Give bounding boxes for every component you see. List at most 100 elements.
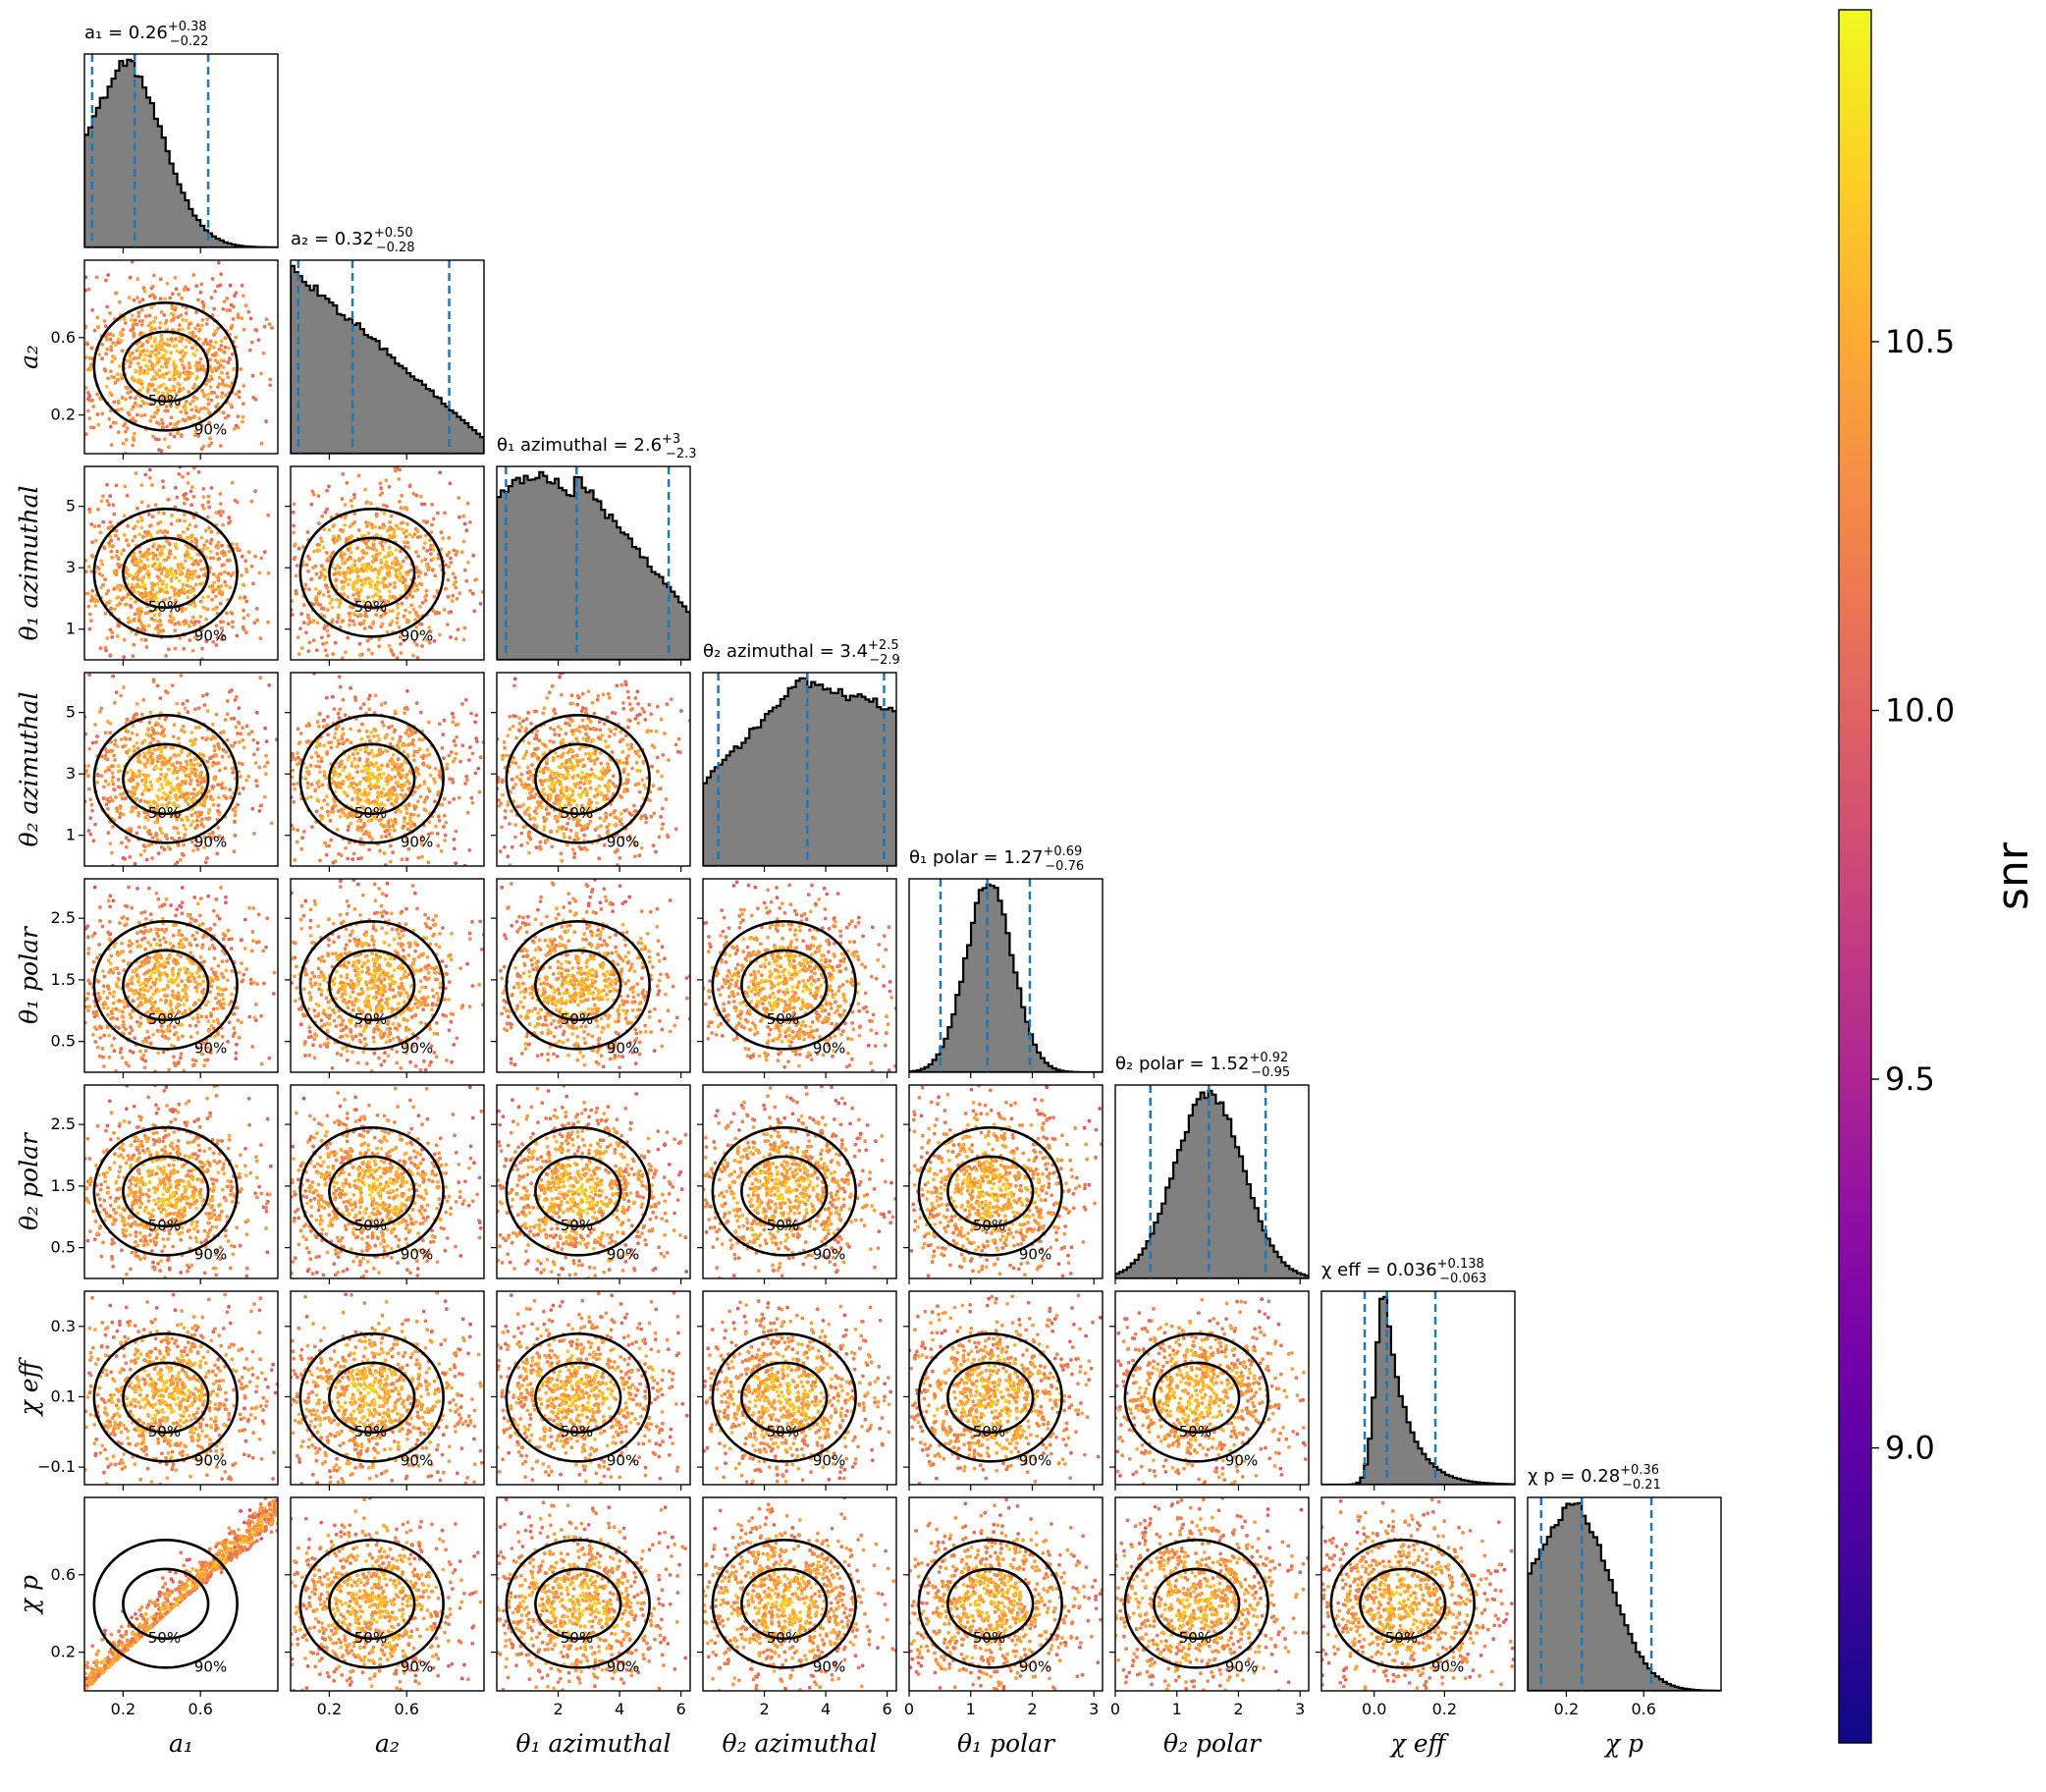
sample-point xyxy=(172,802,177,806)
sample-point xyxy=(111,782,116,787)
sample-point xyxy=(173,307,178,312)
sample-point xyxy=(303,582,308,587)
sample-point xyxy=(91,405,96,408)
sample-point xyxy=(202,803,206,808)
sample-point xyxy=(164,364,169,369)
y-tick-label: 1 xyxy=(66,826,76,844)
sample-point xyxy=(156,521,161,526)
sample-point xyxy=(309,502,314,507)
sample-point xyxy=(367,777,372,782)
sample-point xyxy=(642,783,646,787)
sample-point xyxy=(572,855,576,859)
contour-label-90: 90% xyxy=(194,626,227,644)
sample-point xyxy=(339,807,344,812)
sample-point xyxy=(85,342,89,347)
sample-point xyxy=(421,546,426,550)
sample-point xyxy=(536,756,540,760)
sample-point xyxy=(411,812,416,817)
sample-point xyxy=(178,794,183,799)
sample-point xyxy=(523,753,527,757)
sample-point xyxy=(422,502,427,507)
sample-point xyxy=(218,768,222,773)
sample-point xyxy=(365,757,370,762)
sample-point xyxy=(133,534,137,539)
sample-point xyxy=(166,844,171,849)
sample-point xyxy=(436,843,441,848)
sample-point xyxy=(398,738,402,742)
sample-point xyxy=(651,784,656,787)
sample-point xyxy=(313,788,317,793)
sample-point xyxy=(361,702,366,707)
sample-point xyxy=(551,740,556,744)
sample-point xyxy=(366,647,371,652)
sample-point xyxy=(404,608,407,613)
sample-point xyxy=(399,792,404,797)
sample-point xyxy=(207,808,212,812)
sample-point xyxy=(86,287,91,292)
sample-point xyxy=(193,524,198,528)
sample-point xyxy=(592,794,597,799)
sample-point xyxy=(390,620,395,624)
sample-point xyxy=(143,586,147,591)
sample-point xyxy=(391,824,396,829)
sample-point xyxy=(228,308,233,312)
sample-point xyxy=(221,522,226,527)
sample-point xyxy=(389,796,394,801)
sample-point xyxy=(166,555,171,560)
sample-point xyxy=(137,769,141,773)
sample-point xyxy=(189,761,193,766)
sample-point xyxy=(105,347,110,352)
sample-point xyxy=(143,314,148,318)
sample-point xyxy=(167,551,172,556)
sample-point xyxy=(643,813,647,818)
sample-point xyxy=(156,511,161,515)
sample-point xyxy=(567,723,572,728)
sample-point xyxy=(156,779,160,784)
sample-point xyxy=(234,423,239,428)
sample-point xyxy=(264,753,268,758)
sample-point xyxy=(601,766,606,771)
sample-point xyxy=(100,573,105,578)
sample-point xyxy=(142,582,147,587)
sample-point xyxy=(169,521,174,526)
sample-point xyxy=(419,559,424,564)
sample-point xyxy=(124,602,129,607)
sample-point xyxy=(317,765,322,769)
sample-point xyxy=(89,598,93,603)
sample-point xyxy=(84,768,88,773)
sample-point xyxy=(526,832,531,837)
sample-point xyxy=(184,767,188,771)
sample-point xyxy=(188,584,192,589)
sample-point xyxy=(165,590,170,595)
sample-point xyxy=(201,595,205,600)
sample-point xyxy=(172,388,177,393)
sample-point xyxy=(133,612,137,617)
sample-point xyxy=(143,472,148,477)
sample-point xyxy=(167,370,172,374)
sample-point xyxy=(185,574,189,579)
sample-point xyxy=(149,592,153,596)
sample-point xyxy=(435,832,440,836)
sample-point xyxy=(242,327,246,332)
sample-point xyxy=(426,860,431,865)
sample-point xyxy=(218,444,223,448)
sample-point xyxy=(410,732,414,736)
sample-point xyxy=(406,802,411,807)
sample-point xyxy=(352,623,356,626)
sample-point xyxy=(206,515,210,519)
sample-point xyxy=(330,552,334,556)
sample-point xyxy=(222,358,227,363)
sample-point xyxy=(184,827,188,832)
sample-point xyxy=(399,549,403,554)
sample-point xyxy=(139,382,144,386)
sample-point xyxy=(510,844,514,849)
sample-point xyxy=(146,624,151,628)
sample-point xyxy=(364,730,369,733)
sample-point xyxy=(170,683,175,687)
sample-point xyxy=(348,685,352,690)
sample-point xyxy=(146,367,151,372)
sample-point xyxy=(179,857,183,862)
sample-point xyxy=(138,772,142,777)
sample-point xyxy=(214,511,219,516)
sample-point xyxy=(197,752,202,756)
